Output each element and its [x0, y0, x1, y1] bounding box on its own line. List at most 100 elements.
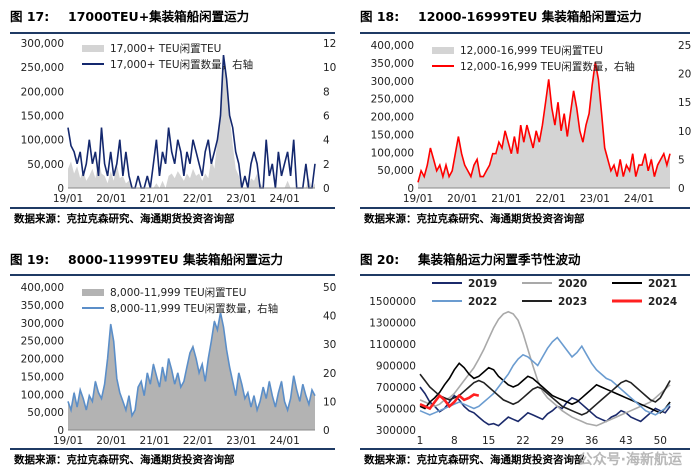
y-left-tick-label: 400,000	[21, 282, 64, 294]
line-series-count	[67, 54, 316, 189]
area-series-teu	[68, 312, 315, 430]
y-right-tick-label: 10	[678, 126, 691, 138]
panel-title: 图 17: 17000TEU+集装箱船闲置运力	[10, 6, 249, 28]
y-left-tick-label: 200,000	[21, 86, 64, 98]
legend-label: 8,000-11,999 TEU闲置数量，右轴	[110, 302, 278, 315]
y-right-tick-label: 8	[323, 86, 330, 98]
y-right-tick-label: 12	[323, 38, 336, 50]
legend-label: 8,000-11,999 TEU闲置TEU	[110, 286, 246, 299]
line-series-2019	[419, 386, 671, 427]
line-series-2020	[419, 310, 671, 427]
legend-swatch-area	[82, 45, 104, 52]
y-left-tick-label: 350,000	[371, 58, 414, 70]
title-rule	[360, 32, 690, 34]
x-tick-label: 19/01	[403, 193, 433, 205]
legend-swatch-area	[432, 47, 454, 54]
y-right-tick-label: 50	[323, 282, 336, 294]
y-left-tick-label: 300,000	[21, 38, 64, 50]
y-tick-label: 1300000	[369, 318, 416, 330]
y-right-tick-label: 2	[323, 159, 330, 171]
x-tick-label: 50	[654, 435, 667, 447]
x-tick-label: 20/01	[96, 435, 126, 447]
source-rule	[360, 207, 690, 209]
y-tick-label: 1100000	[369, 339, 416, 351]
line-series-2024	[419, 393, 480, 411]
y-left-tick-label: 150,000	[21, 111, 64, 123]
legend-label: 2023	[558, 296, 587, 308]
y-left-tick-label: 50,000	[27, 159, 64, 171]
x-tick-label: 21/01	[140, 435, 170, 447]
y-left-tick-label: 50,000	[27, 407, 64, 419]
figure-number: 图 18:	[360, 9, 400, 24]
panel-fig20: 图 20: 集装箱船运力闲置季节性波动 300000 500000 700000 900…	[360, 245, 695, 475]
x-tick-label: 21/01	[140, 193, 170, 205]
source-note: 数据来源：克拉克森研究、海通期货投资咨询部	[364, 213, 585, 225]
x-tick-label: 36	[585, 435, 599, 447]
watermark-text: 公众号·海新航运	[578, 452, 682, 468]
legend-label: 2020	[558, 278, 587, 290]
area-series-teu	[418, 62, 670, 188]
y-left-tick-label: 0	[57, 425, 64, 437]
y-right-tick-label: 40	[323, 311, 336, 323]
y-tick-label: 1500000	[369, 296, 416, 308]
y-right-tick-label: 10	[323, 396, 336, 408]
x-tick-label: 20/01	[447, 193, 477, 205]
y-left-tick-label: 100,000	[21, 389, 64, 401]
y-left-tick-label: 300,000	[371, 76, 414, 88]
x-tick-label: 29	[551, 435, 564, 447]
chart-fig19: 0 50,000 100,000 150,000 200,000 250,000 300,0…	[21, 282, 337, 447]
y-left-tick-label: 400,000	[371, 40, 414, 52]
y-left-tick-label: 50,000	[377, 165, 414, 177]
y-left-tick-label: 200,000	[371, 112, 414, 124]
legend-label: 17,000+ TEU闲置数量，右轴	[110, 58, 253, 71]
line-series-count	[417, 62, 671, 183]
title-rule	[360, 274, 690, 276]
line-series-2021	[419, 362, 671, 414]
x-tick-label: 19/01	[53, 435, 83, 447]
x-tick-label: 22/01	[183, 193, 213, 205]
y-right-tick-label: 0	[678, 183, 685, 195]
panel-fig18: 图 18: 12000-16999TEU 集装箱船闲置运力 0 50,000 100,…	[360, 0, 695, 235]
x-tick-label: 19/01	[53, 193, 83, 205]
y-left-tick-label: 100,000	[371, 147, 414, 159]
y-tick-label: 900000	[376, 361, 416, 373]
y-left-tick-label: 300,000	[21, 318, 64, 330]
panel-title: 图 18: 12000-16999TEU 集装箱船闲置运力	[360, 6, 642, 28]
x-tick-label: 20/01	[96, 193, 126, 205]
line-series-2022	[419, 336, 671, 416]
legend-label: 2024	[648, 296, 677, 308]
figure-number: 图 20:	[360, 252, 400, 267]
y-right-tick-label: 20	[323, 368, 336, 380]
figure-title: 集装箱船运力闲置季节性波动	[418, 252, 581, 267]
line-series-2023	[419, 373, 671, 416]
figure-title: 17000TEU+集装箱船闲置运力	[68, 9, 250, 24]
y-left-tick-label: 250,000	[21, 62, 64, 74]
figure-number: 图 17:	[10, 9, 50, 24]
area-series-teu	[68, 62, 315, 188]
y-left-tick-label: 250,000	[21, 336, 64, 348]
figure-number: 图 19:	[10, 252, 50, 267]
panel-fig17: 图 17: 17000TEU+集装箱船闲置运力 0 50,000 100,000 150…	[10, 0, 340, 235]
x-tick-label: 15	[482, 435, 495, 447]
y-right-tick-label: 6	[323, 111, 330, 123]
source-note: 数据来源：克拉克森研究、海通期货投资咨询部	[14, 213, 235, 225]
y-left-tick-label: 0	[407, 183, 414, 195]
source-note: 数据来源：克拉克森研究、海通期货投资咨询部	[364, 454, 585, 466]
x-tick-label: 23/01	[226, 193, 256, 205]
x-tick-label: 22/01	[183, 435, 213, 447]
y-tick-label: 300000	[376, 425, 416, 437]
source-rule	[360, 448, 690, 450]
y-right-tick-label: 10	[323, 62, 336, 74]
y-left-tick-label: 100,000	[21, 135, 64, 147]
chart-fig17: 0 50,000 100,000 150,000 200,000 250,000 300,0…	[21, 38, 337, 205]
panel-title: 图 20: 集装箱船运力闲置季节性波动	[360, 249, 581, 271]
y-right-tick-label: 30	[323, 339, 336, 351]
x-tick-label: 23/01	[226, 435, 256, 447]
x-tick-label: 1	[417, 435, 424, 447]
y-right-tick-label: 25	[678, 40, 691, 52]
y-left-tick-label: 350,000	[21, 300, 64, 312]
legend-swatch-area	[82, 289, 104, 296]
panel-title: 图 19: 8000-11999TEU 集装箱船闲置运力	[10, 249, 283, 271]
y-tick-label: 500000	[376, 404, 416, 416]
legend-label: 17,000+ TEU闲置TEU	[110, 42, 221, 55]
